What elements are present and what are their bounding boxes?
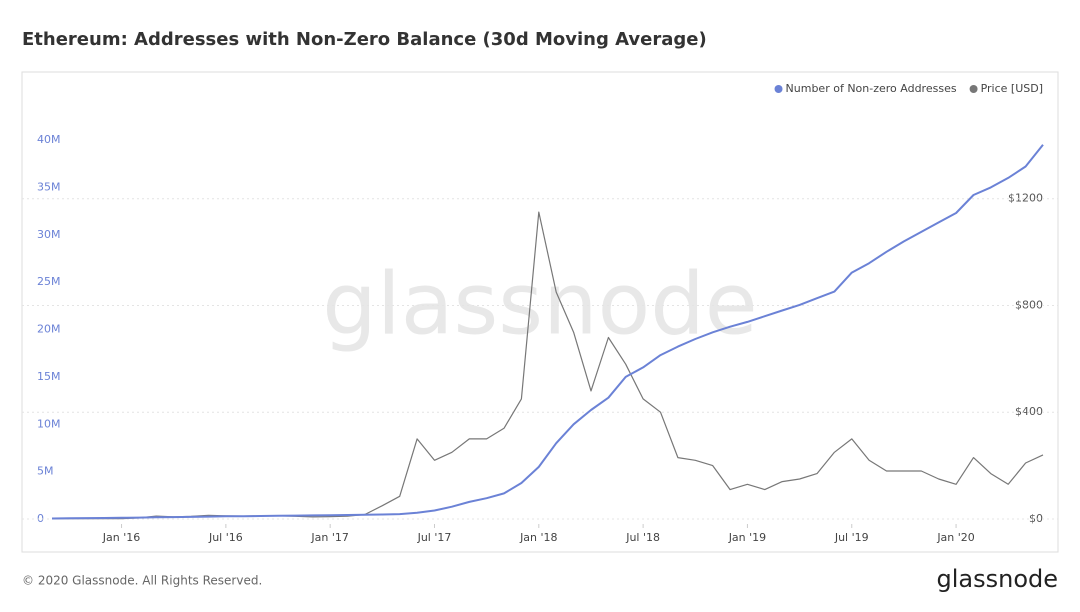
x-tick-label: Jan '20 bbox=[936, 531, 974, 544]
legend-label: Price [USD] bbox=[981, 82, 1043, 95]
y-tick-label: 25M bbox=[37, 275, 61, 288]
plot-frame bbox=[21, 71, 1059, 553]
y-tick-label: 20M bbox=[37, 323, 61, 336]
watermark: glassnode bbox=[322, 254, 757, 354]
y-tick-label: 30M bbox=[37, 228, 61, 241]
logo: glassnode bbox=[936, 565, 1058, 593]
y2-tick-label: $0 bbox=[1029, 512, 1043, 525]
x-tick-label: Jul '16 bbox=[208, 531, 243, 544]
chart-title: Ethereum: Addresses with Non-Zero Balanc… bbox=[22, 29, 707, 50]
series-line bbox=[51, 144, 1044, 520]
x-tick-label: Jan '18 bbox=[519, 531, 557, 544]
x-tick-label: Jul '19 bbox=[834, 531, 869, 544]
y-tick-label: 40M bbox=[37, 133, 61, 146]
footer: © 2020 Glassnode. All Rights Reserved. bbox=[22, 574, 262, 588]
y-tick-label: 35M bbox=[37, 180, 61, 193]
legend-marker bbox=[774, 85, 783, 93]
x-tick-label: Jul '17 bbox=[417, 531, 452, 544]
legend-marker bbox=[969, 85, 978, 93]
y-tick-label: 5M bbox=[37, 465, 54, 478]
y-tick-label: 0 bbox=[37, 512, 44, 525]
y-tick-label: 10M bbox=[37, 417, 61, 430]
legend-label: Number of Non-zero Addresses bbox=[786, 82, 957, 95]
y2-tick-label: $1200 bbox=[1008, 192, 1043, 205]
x-tick-label: Jul '18 bbox=[625, 531, 660, 544]
x-tick-label: Jan '17 bbox=[310, 531, 348, 544]
x-tick-label: Jan '16 bbox=[102, 531, 140, 544]
y-tick-label: 15M bbox=[37, 370, 61, 383]
x-tick-label: Jan '19 bbox=[728, 531, 766, 544]
